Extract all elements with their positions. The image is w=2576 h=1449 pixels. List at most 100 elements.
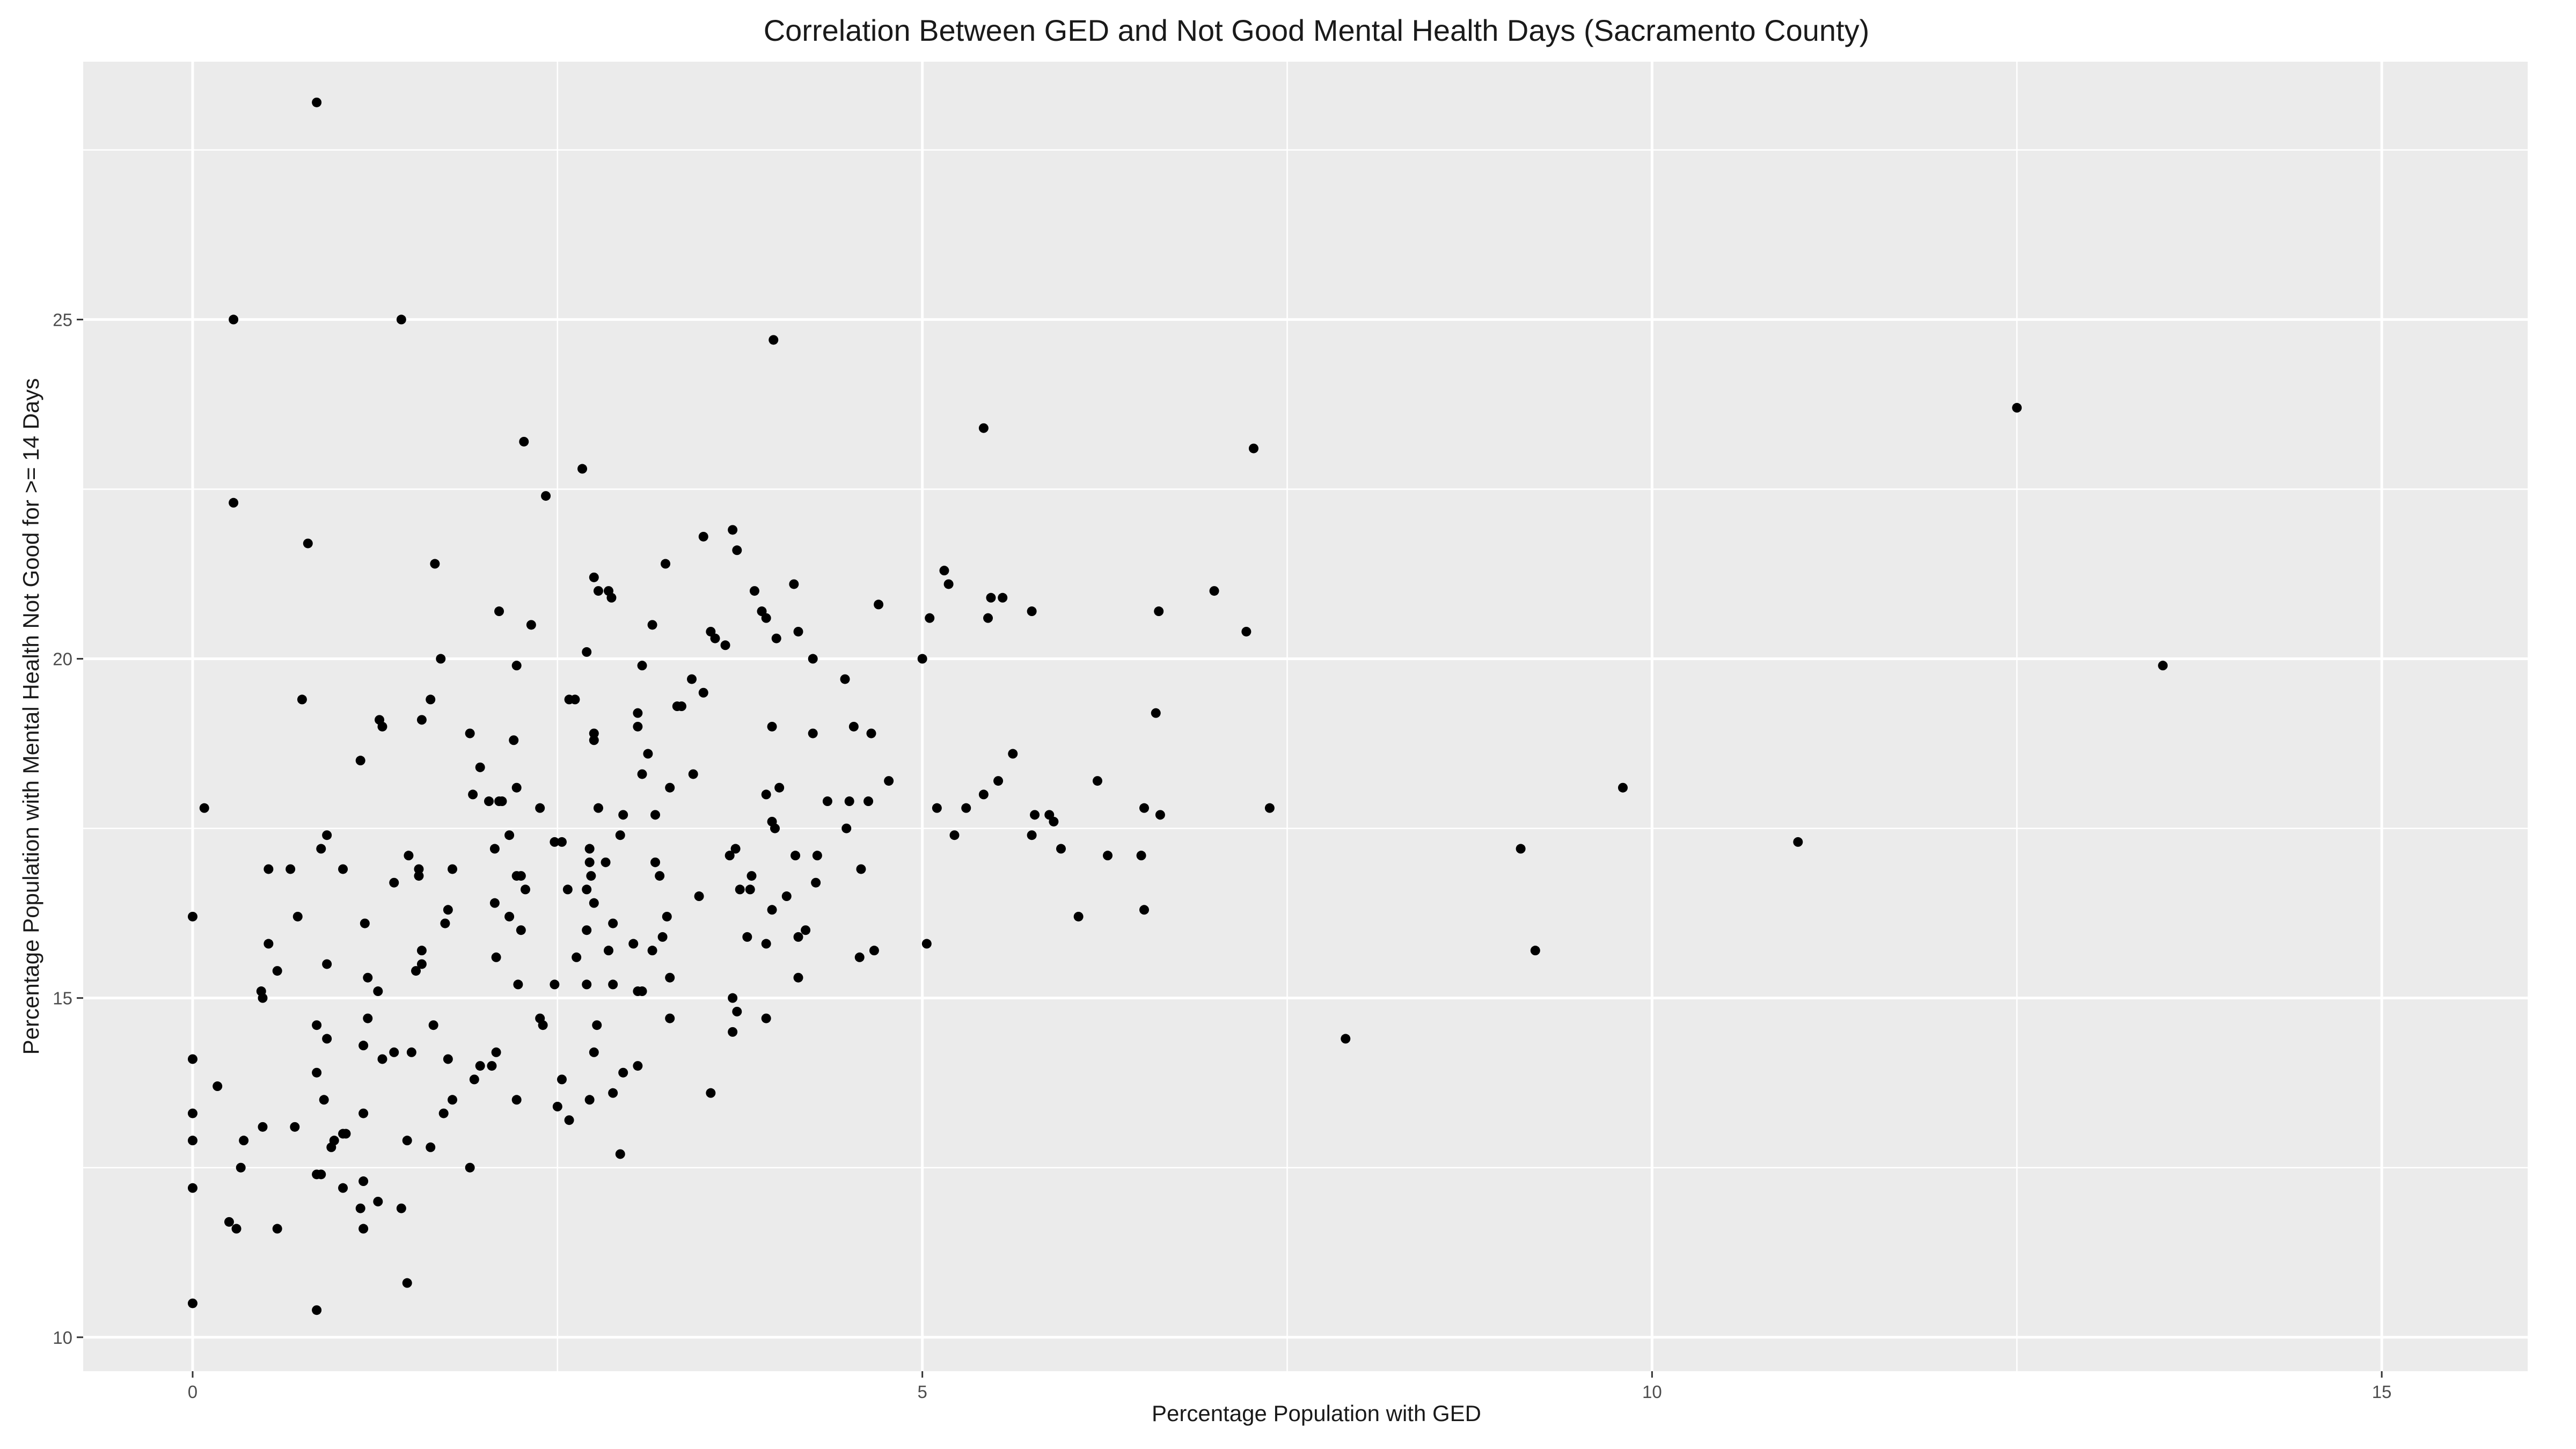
y-tick-label: 20 — [53, 649, 72, 669]
scatter-point — [650, 857, 661, 867]
scatter-point — [647, 946, 657, 956]
scatter-point — [373, 1196, 383, 1206]
scatter-point — [465, 728, 475, 738]
scatter-point — [720, 640, 730, 650]
scatter-point — [662, 911, 672, 921]
scatter-point — [618, 810, 628, 820]
scatter-point — [1154, 606, 1164, 617]
scatter-point — [582, 925, 592, 935]
scatter-point — [584, 1095, 595, 1105]
scatter-point — [1341, 1034, 1351, 1044]
scatter-point — [577, 464, 588, 474]
scatter-point — [187, 911, 197, 921]
scatter-point — [650, 810, 661, 820]
scatter-point — [1516, 844, 1526, 854]
scatter-point — [637, 986, 647, 997]
scatter-point — [229, 497, 239, 508]
scatter-point — [187, 1183, 197, 1193]
scatter-point — [373, 986, 383, 997]
scatter-point — [312, 97, 322, 107]
scatter-point — [732, 545, 742, 555]
scatter-point — [411, 966, 421, 976]
scatter-point — [812, 851, 822, 861]
scatter-point — [582, 884, 592, 895]
scatter-point — [1139, 905, 1150, 915]
plot-panel — [83, 62, 2528, 1371]
y-tick-label: 15 — [53, 989, 72, 1008]
scatter-point — [426, 694, 436, 705]
scatter-point — [601, 857, 611, 867]
scatter-point — [961, 803, 971, 813]
scatter-point — [550, 837, 560, 847]
scatter-point — [426, 1142, 436, 1152]
scatter-point — [303, 538, 313, 548]
scatter-point — [552, 1101, 562, 1111]
scatter-point — [396, 314, 406, 325]
scatter-point — [224, 1217, 234, 1227]
scatter-point — [584, 857, 595, 867]
scatter-point — [1049, 816, 1059, 826]
scatter-point — [608, 979, 618, 990]
scatter-point — [633, 721, 643, 731]
scatter-point — [199, 803, 209, 813]
scatter-point — [491, 952, 501, 962]
scatter-point — [511, 1095, 522, 1105]
scatter-point — [509, 735, 519, 745]
scatter-point — [732, 1006, 742, 1016]
scatter-point — [538, 1020, 548, 1030]
scatter-point — [358, 1176, 369, 1187]
scatter-point — [761, 789, 771, 800]
scatter-point — [593, 586, 603, 596]
scatter-point — [657, 932, 668, 942]
scatter-point — [1056, 844, 1066, 854]
scatter-point — [949, 830, 960, 840]
scatter-point — [511, 661, 522, 671]
scatter-point — [406, 1047, 416, 1057]
scatter-point — [416, 715, 427, 725]
scatter-point — [801, 925, 811, 935]
scatter-point — [516, 871, 526, 881]
scatter-point — [1027, 606, 1037, 617]
scatter-point — [633, 1061, 643, 1071]
scatter-point — [1103, 851, 1113, 861]
scatter-point — [665, 782, 675, 793]
scatter-point — [438, 1108, 449, 1118]
scatter-point — [389, 1047, 399, 1057]
scatter-point — [593, 803, 603, 813]
scatter-point — [615, 830, 625, 840]
scatter-point — [978, 789, 989, 800]
scatter-point — [570, 694, 580, 705]
y-axis-ticks: 10 15 20 25 — [53, 310, 83, 1348]
scatter-point — [290, 1122, 300, 1132]
scatter-point — [557, 837, 567, 847]
scatter-point — [724, 851, 735, 861]
scatter-point — [840, 674, 850, 684]
scatter-point — [355, 1203, 365, 1213]
scatter-point — [564, 1115, 574, 1125]
scatter-point — [231, 1224, 241, 1234]
scatter-point — [1030, 810, 1040, 820]
scatter-point — [841, 823, 852, 833]
scatter-point — [468, 789, 478, 800]
scatter-point — [414, 871, 424, 881]
scatter-point — [943, 579, 954, 589]
scatter-point — [416, 959, 427, 969]
scatter-point — [396, 1203, 406, 1213]
scatter-point — [978, 423, 989, 433]
scatter-point — [856, 864, 866, 874]
scatter-point — [647, 620, 657, 630]
scatter-point — [1151, 708, 1161, 718]
scatter-point — [793, 972, 803, 983]
scatter-point — [494, 606, 504, 617]
scatter-point — [264, 939, 274, 949]
scatter-point — [520, 884, 530, 895]
scatter-point — [793, 626, 803, 636]
scatter-point — [443, 1054, 453, 1064]
scatter-point — [983, 613, 993, 623]
scatter-point — [484, 796, 494, 807]
scatter-point — [769, 335, 779, 345]
scatter-point — [761, 939, 771, 949]
x-tick-label: 15 — [2372, 1382, 2392, 1402]
scatter-point — [811, 877, 821, 888]
